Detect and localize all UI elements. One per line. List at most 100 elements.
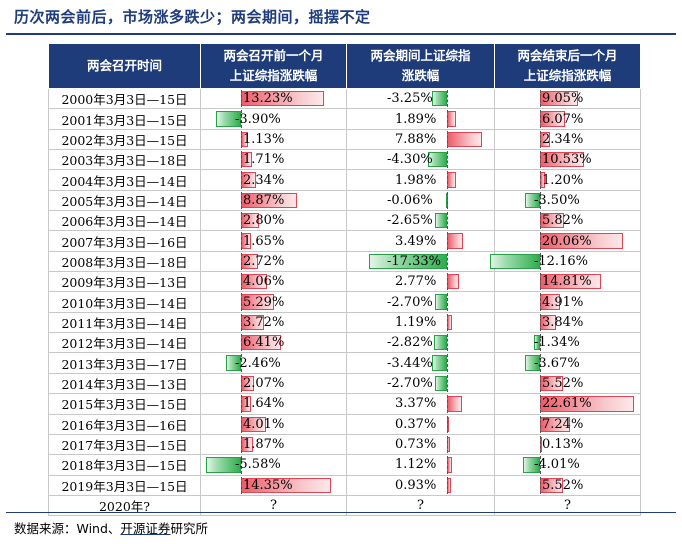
during-change-value: -2.70% (387, 294, 433, 310)
source-note: 数据来源：Wind、开源证券研究所 (14, 521, 208, 536)
date-cell: 2019年3月3日—15日 (48, 474, 201, 496)
date-cell: 2000年3月3日—15日 (48, 87, 201, 110)
date-cell: 2009年3月3日—13日 (48, 271, 201, 293)
during-zero-axis (447, 313, 448, 332)
date-cell: 2004年3月3日—14日 (48, 169, 201, 191)
during-change-bar (435, 213, 447, 229)
during-zero-axis (447, 273, 448, 291)
before-change-value: 2.72% (243, 253, 285, 269)
during-zero-axis (447, 130, 448, 149)
before-change-value: 5.29% (243, 294, 285, 310)
during-change-cell: ? (346, 494, 495, 517)
during-change-cell: 2.77% (346, 271, 495, 293)
before-change-cell: 13.23% (200, 87, 347, 110)
after-zero-axis (540, 171, 541, 189)
data-table: 两会召开时间 两会召开前一个月 上证综指涨跌幅 两会期间上证综指 涨跌幅 两会结束后… (48, 43, 641, 517)
after-zero-axis (540, 110, 541, 128)
date-cell: 2002年3月3日—15日 (48, 128, 201, 151)
before-change-value: 2.07% (243, 375, 285, 391)
table-row: 2005年3月3日—14日 8.87% -0.06% -3.50% (48, 189, 641, 212)
after-change-value: 7.24% (542, 416, 584, 432)
during-change-value: 1.89% (395, 111, 437, 127)
during-zero-axis (447, 456, 448, 474)
during-change-cell: 1.89% (346, 108, 495, 130)
before-change-cell: -3.90% (200, 108, 347, 130)
date-cell: 2017年3月3日—15日 (48, 433, 201, 456)
after-change-cell: 4.91% (494, 291, 641, 313)
after-change-bar (524, 355, 540, 371)
before-change-cell: 5.29% (200, 291, 347, 313)
before-change-value: 6.41% (243, 335, 285, 351)
during-change-cell: -0.06% (346, 189, 495, 212)
date-cell: 2010年3月3日—14日 (48, 291, 201, 313)
during-change-value: -0.06% (387, 192, 433, 208)
footer-divider (6, 512, 676, 513)
after-change-cell: 20.06% (494, 230, 641, 252)
after-change-value: -12.16% (534, 253, 588, 269)
during-change-cell: 3.37% (346, 393, 495, 415)
after-change-cell: 5.82% (494, 210, 641, 232)
during-change-cell: -2.65% (346, 210, 495, 232)
after-zero-axis (540, 476, 541, 494)
table-row: 2007年3月3日—16日 1.65% 3.49% 20.06% (48, 230, 641, 252)
table-row: 2020年???? (48, 494, 641, 517)
during-change-value: -17.33% (387, 253, 441, 269)
before-change-cell: 6.41% (200, 332, 347, 354)
after-zero-axis (540, 273, 541, 291)
before-change-cell: 1.87% (200, 433, 347, 456)
before-zero-axis (241, 374, 242, 393)
during-change-value: -3.25% (387, 91, 433, 107)
before-change-value: 1.87% (243, 437, 285, 453)
before-change-bar (205, 457, 241, 473)
after-zero-axis (540, 252, 541, 271)
after-change-cell: 10.53% (494, 149, 641, 171)
during-change-value: -3.44% (387, 355, 433, 371)
during-zero-axis (447, 110, 448, 128)
during-change-value: 1.19% (395, 314, 437, 330)
after-change-cell: 5.52% (494, 474, 641, 496)
before-change-value: 8.87% (243, 192, 285, 208)
date-cell: 2012年3月3日—14日 (48, 332, 201, 354)
date-cell: 2020年? (48, 494, 201, 517)
date-cell: 2016年3月3日—16日 (48, 413, 201, 435)
before-zero-axis (241, 232, 242, 250)
before-change-cell: 1.71% (200, 149, 347, 171)
during-change-value: -2.82% (387, 335, 433, 351)
date-cell: 2007年3月3日—16日 (48, 230, 201, 252)
after-change-cell: 22.61% (494, 393, 641, 415)
after-change-cell: 1.20% (494, 169, 641, 191)
before-change-value: -5.58% (235, 457, 281, 473)
date-cell: 2013年3月3日—17日 (48, 352, 201, 374)
table-row: 2010年3月3日—14日 5.29% -2.70% 4.91% (48, 291, 641, 313)
date-cell: 2014年3月3日—13日 (48, 372, 201, 395)
before-change-cell: -2.46% (200, 352, 347, 374)
during-zero-axis (447, 171, 448, 189)
after-change-cell: -12.16% (489, 250, 641, 273)
during-change-bar (447, 233, 463, 249)
during-change-cell: -3.44% (346, 352, 495, 374)
during-change-cell: 1.98% (346, 169, 495, 191)
after-change-value: 3.84% (542, 314, 584, 330)
date-cell: 2006年3月3日—14日 (48, 210, 201, 232)
during-change-value: 1.98% (395, 172, 437, 188)
before-zero-axis (241, 171, 242, 189)
before-change-value: 13.23% (243, 91, 293, 107)
table-row: 2009年3月3日—13日 4.06% 2.77% 14.81% (48, 271, 641, 293)
table-row: 2001年3月3日—15日 -3.90% 1.89% 6.07% (48, 108, 641, 130)
before-zero-axis (241, 212, 242, 230)
during-change-value: 7.88% (395, 131, 437, 147)
after-change-value: 4.91% (542, 294, 584, 310)
before-change-cell: 14.35% (200, 474, 347, 496)
after-zero-axis (540, 313, 541, 332)
before-zero-axis (241, 456, 242, 474)
before-zero-axis (241, 110, 242, 128)
before-change-value: 1.13% (243, 131, 285, 147)
before-change-cell: 1.65% (200, 230, 347, 252)
before-change-value: 3.72% (243, 314, 285, 330)
during-change-bar (431, 355, 447, 371)
before-zero-axis (241, 395, 242, 413)
during-change-value: 0.73% (395, 437, 437, 453)
during-change-value: -2.70% (387, 375, 433, 391)
table-row: 2018年3月3日—15日 -5.58% 1.12% -4.01% (48, 454, 641, 476)
after-zero-axis (540, 415, 541, 433)
